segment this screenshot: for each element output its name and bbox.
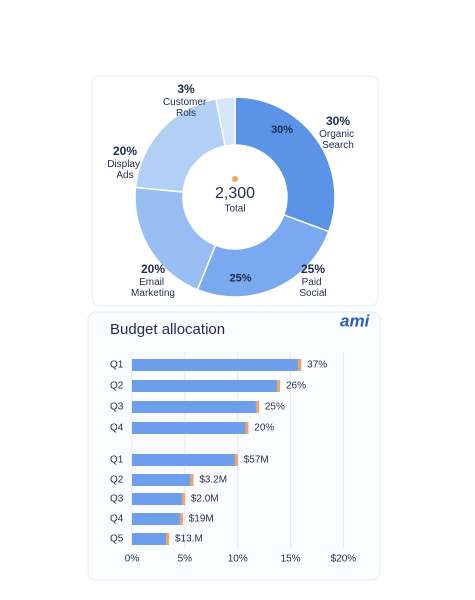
- bar-cap: [234, 454, 238, 466]
- y-tick-label: Q2: [110, 381, 124, 392]
- bar: [132, 474, 194, 486]
- bar-annotation: $13.M: [175, 534, 203, 545]
- y-tick-label: Q5: [110, 534, 124, 545]
- legend-value: 3%: [177, 82, 195, 96]
- x-tick-label: $20%: [331, 554, 357, 565]
- logo: ami: [340, 311, 371, 330]
- bar: [132, 493, 185, 505]
- total-value: 2,300: [215, 185, 255, 202]
- bar-cap: [190, 474, 194, 486]
- bar: [132, 533, 169, 545]
- slice-label: 25%: [229, 273, 251, 285]
- legend-label: Customer Rols: [163, 97, 209, 119]
- total-caption: Total: [224, 204, 245, 215]
- bar-cap: [245, 422, 249, 434]
- y-tick-label: Q1: [110, 455, 124, 466]
- bar-cap: [277, 380, 280, 392]
- y-tick-label: Q4: [110, 514, 124, 525]
- bar-annotation: 25%: [265, 402, 285, 413]
- bar: [132, 401, 259, 413]
- bar-annotation: $19M: [189, 514, 214, 525]
- x-tick-label: 15%: [281, 554, 301, 565]
- x-tick-label: 5%: [178, 554, 193, 565]
- bar-annotation: $57M: [244, 455, 269, 466]
- bar: [132, 422, 249, 434]
- donut-slice: [234, 96, 336, 233]
- y-tick-label: Q2: [110, 475, 124, 486]
- legend-value: 25%: [301, 262, 325, 276]
- bar-cap: [255, 401, 259, 413]
- donut-slice: [196, 213, 330, 298]
- bar-annotation: 37%: [307, 360, 327, 371]
- slice-label: 30%: [271, 124, 293, 136]
- bar-annotation: 20%: [254, 423, 274, 434]
- chart-title: Budget allocation: [110, 321, 225, 338]
- bar-annotation: $3.2M: [199, 475, 227, 486]
- bar-annotation: 26%: [286, 381, 306, 392]
- y-tick-label: Q3: [110, 402, 124, 413]
- y-tick-label: Q1: [110, 360, 124, 371]
- bar-cap: [298, 359, 302, 371]
- legend-label: Display Ads: [107, 159, 143, 181]
- bar: [132, 454, 238, 466]
- bar-cap: [166, 533, 169, 545]
- legend-label: Email Marketing: [131, 277, 175, 299]
- legend-label: Organic Search: [319, 129, 357, 151]
- center-dot: [232, 176, 238, 182]
- x-tick-label: 0%: [125, 554, 140, 565]
- donut-slice: [215, 96, 236, 147]
- y-tick-label: Q3: [110, 494, 124, 505]
- bar-cap: [179, 513, 183, 525]
- legend-value: 20%: [113, 144, 137, 158]
- bar: [132, 380, 280, 392]
- bar: [132, 359, 302, 371]
- y-tick-label: Q4: [110, 423, 124, 434]
- legend-label: Paid Social: [299, 277, 326, 299]
- legend-value: 30%: [326, 114, 350, 128]
- bar: [132, 513, 183, 525]
- x-tick-label: 10%: [228, 554, 248, 565]
- bar-cap: [181, 493, 185, 505]
- legend-value: 20%: [141, 262, 165, 276]
- bar-annotation: $2.0M: [191, 494, 219, 505]
